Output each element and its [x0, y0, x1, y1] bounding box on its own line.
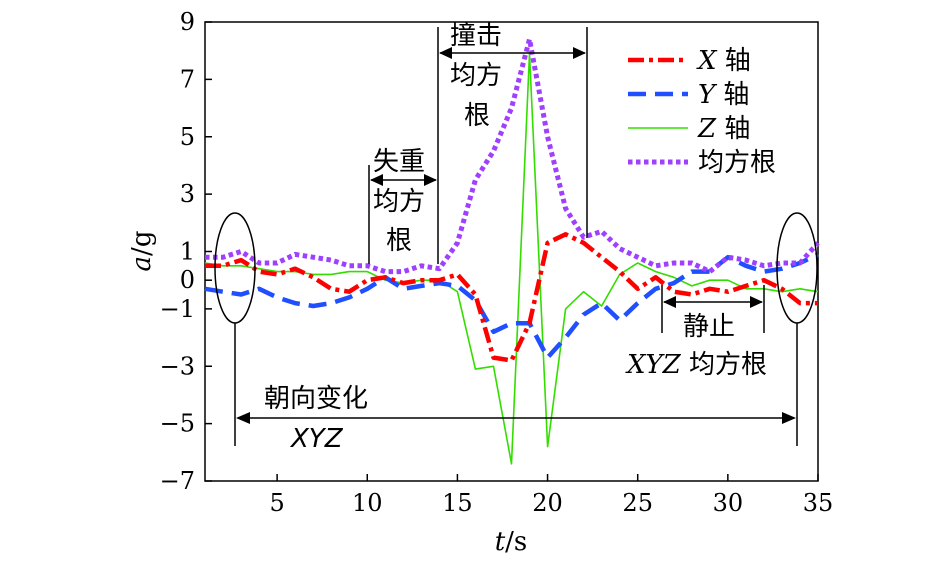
orientation-arrowhead-left	[236, 412, 250, 424]
orientation-label-xyz: XYZ	[289, 424, 344, 454]
series-line-0	[205, 232, 818, 363]
impact-label-2: 均方	[450, 61, 502, 91]
y-tick-label: 1	[180, 238, 195, 266]
weightless-label-3: 根	[386, 226, 412, 256]
orientation-end-ellipse	[776, 212, 818, 324]
weightless-arrowhead-left	[370, 174, 383, 186]
series-layer	[204, 36, 820, 465]
x-axis-title-var: t	[495, 527, 506, 557]
x-tick-label: 30	[713, 489, 744, 517]
impact-label-3: 根	[464, 101, 490, 131]
static-label-1: 静止	[683, 312, 735, 342]
series-line-3	[205, 36, 820, 275]
static-label-2: XYZ 均方根	[625, 350, 767, 380]
y-tick-label: 0	[180, 266, 195, 294]
weightless-label-2: 均方	[373, 187, 425, 217]
impact-arrowhead-left	[439, 47, 452, 59]
y-tick-label: −7	[160, 467, 195, 495]
y-axis-title: a/g	[127, 231, 157, 272]
y-axis-title-var: a	[127, 256, 157, 272]
static-arrowhead-right	[750, 296, 763, 308]
x-tick-label: 20	[532, 489, 563, 517]
static-label-rms: 均方根	[681, 350, 767, 380]
y-tick-label: 5	[180, 123, 195, 151]
x-tick-label: 5	[269, 489, 284, 517]
y-tick-label: 9	[180, 8, 195, 36]
y-tick-label: 3	[180, 180, 195, 208]
orientation-label: 朝向变化	[264, 384, 368, 414]
legend-label-suffix: 轴	[715, 80, 749, 110]
weightless-arrowhead-right	[424, 174, 437, 186]
x-axis-title: t/s	[495, 527, 528, 557]
y-tick-label: −1	[160, 295, 195, 323]
y-axis-title-unit: /g	[127, 231, 157, 256]
x-tick-label: 25	[622, 489, 653, 517]
weightless-label-1: 失重	[373, 147, 425, 177]
static-arrowhead-left	[663, 296, 676, 308]
legend-label-0: X 轴	[696, 46, 751, 76]
x-tick-label: 10	[352, 489, 383, 517]
legend-label-var: Z	[697, 114, 717, 144]
static-label-xyz: XYZ	[625, 350, 682, 380]
x-axis-ticks: 5 10 15 20 25 30 35	[269, 474, 833, 517]
legend-label-suffix: 轴	[716, 114, 750, 144]
y-tick-label: −5	[160, 410, 195, 438]
y-tick-label: 7	[180, 65, 195, 93]
impact-label-1: 撞击	[450, 21, 502, 51]
legend-label-3: 均方根	[698, 148, 776, 178]
y-tick-label: −3	[160, 352, 195, 380]
series-line-2	[204, 52, 819, 465]
y-axis-ticks: −7 −5 −3 −101 3 5 7 9	[160, 8, 212, 495]
legend-label-suffix: 轴	[717, 46, 751, 76]
x-tick-label: 15	[442, 489, 473, 517]
legend-label-2: Z 轴	[697, 114, 750, 144]
legend-label-var: Y	[698, 80, 718, 110]
orientation-arrowhead-right	[782, 412, 796, 424]
impact-arrowhead-right	[573, 47, 586, 59]
legend-label-var: X	[696, 46, 718, 76]
x-axis-title-unit: /s	[505, 527, 527, 557]
x-tick-label: 35	[803, 489, 834, 517]
legend-label-1: Y 轴	[698, 80, 749, 110]
